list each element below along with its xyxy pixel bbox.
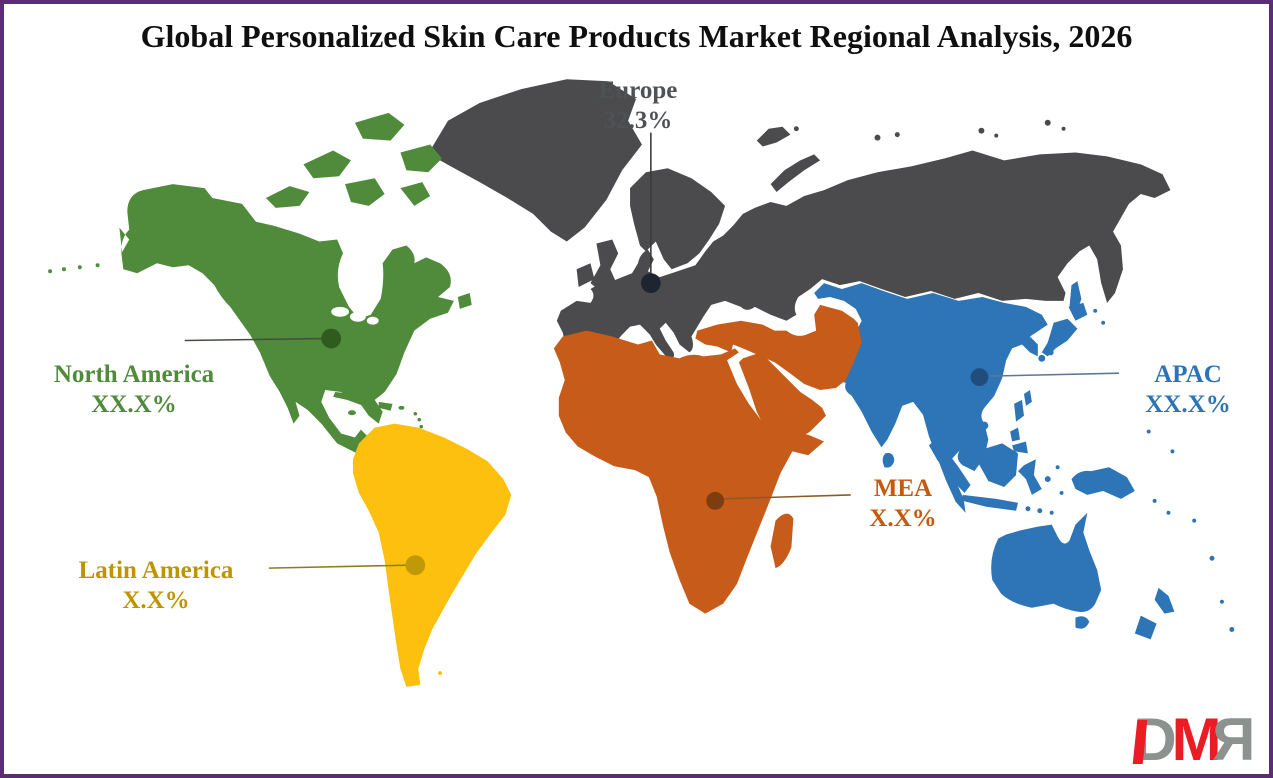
region-share: X.X% xyxy=(122,586,190,614)
marker-mea xyxy=(706,491,725,510)
java xyxy=(962,494,1019,511)
africa xyxy=(553,330,825,614)
great-britain xyxy=(590,239,619,293)
region-latin-america xyxy=(352,423,512,687)
tasmania xyxy=(1075,616,1090,629)
turkey-iran-central-asia xyxy=(695,304,862,390)
taiwan xyxy=(1023,389,1032,406)
label-north-america: North America XX.X% xyxy=(54,360,214,419)
leader-latin-america xyxy=(268,564,408,569)
new-zealand xyxy=(1134,587,1175,640)
europe-russia-mainland xyxy=(556,150,1171,359)
jamaica xyxy=(347,410,356,416)
region-share: 32.3% xyxy=(603,106,673,134)
region-name: APAC xyxy=(1154,361,1222,388)
scandinavia xyxy=(630,168,726,270)
novaya-zemlya xyxy=(770,154,821,193)
puerto-rico xyxy=(398,405,405,410)
logo-letter-r: R xyxy=(1216,706,1255,773)
newfoundland xyxy=(457,292,472,309)
leader-north-america xyxy=(184,337,324,342)
region-share: X.X% xyxy=(869,504,937,532)
hispaniola xyxy=(378,401,393,411)
new-guinea xyxy=(1071,467,1135,499)
marker-north-america xyxy=(321,328,342,349)
region-mea xyxy=(553,304,862,614)
sri-lanka xyxy=(882,452,895,468)
philippines xyxy=(1010,399,1028,454)
label-mea: MEA X.X% xyxy=(869,474,936,533)
borneo xyxy=(978,443,1019,487)
label-europe: Europe 32.3% xyxy=(599,76,678,135)
sulawesi xyxy=(1018,459,1042,495)
iceland xyxy=(554,197,593,224)
region-north-america xyxy=(48,112,472,470)
region-apac xyxy=(814,281,1235,640)
region-name: MEA xyxy=(873,475,933,502)
marker-apac xyxy=(968,366,991,389)
asia-mainland xyxy=(814,283,1048,513)
japan xyxy=(1041,302,1088,357)
region-name: Latin America xyxy=(78,557,234,584)
north-america-mainland xyxy=(119,184,454,470)
marker-dots xyxy=(321,273,991,576)
cuba xyxy=(333,391,373,408)
leader-lines xyxy=(184,132,1120,569)
world-map xyxy=(48,79,1235,687)
label-apac: APAC XX.X% xyxy=(1145,360,1230,419)
label-latin-america: Latin America X.X% xyxy=(79,556,234,615)
great-lakes xyxy=(331,306,379,325)
marker-latin-america xyxy=(405,555,426,576)
svalbard xyxy=(756,126,791,147)
logo-letter-m: M xyxy=(1171,706,1222,773)
region-name: North America xyxy=(53,361,215,388)
sumatra xyxy=(928,439,971,493)
greenland xyxy=(430,79,642,242)
dmr-logo: DMR xyxy=(1133,706,1255,773)
madagascar xyxy=(770,513,794,569)
leader-apac xyxy=(988,372,1120,377)
australia xyxy=(991,512,1102,613)
leader-mea xyxy=(722,494,851,500)
marker-europe xyxy=(640,273,661,293)
region-name: Europe xyxy=(598,77,678,104)
arctic-islands xyxy=(265,112,443,208)
region-share: XX.X% xyxy=(1145,390,1231,418)
region-share: XX.X% xyxy=(91,390,177,418)
ireland xyxy=(576,263,595,288)
south-america xyxy=(352,423,512,687)
arabian-peninsula xyxy=(738,352,827,448)
page-title: Global Personalized Skin Care Products M… xyxy=(140,18,1133,54)
hainan xyxy=(980,421,989,430)
region-europe xyxy=(430,79,1171,359)
falkland-islands xyxy=(438,671,443,676)
